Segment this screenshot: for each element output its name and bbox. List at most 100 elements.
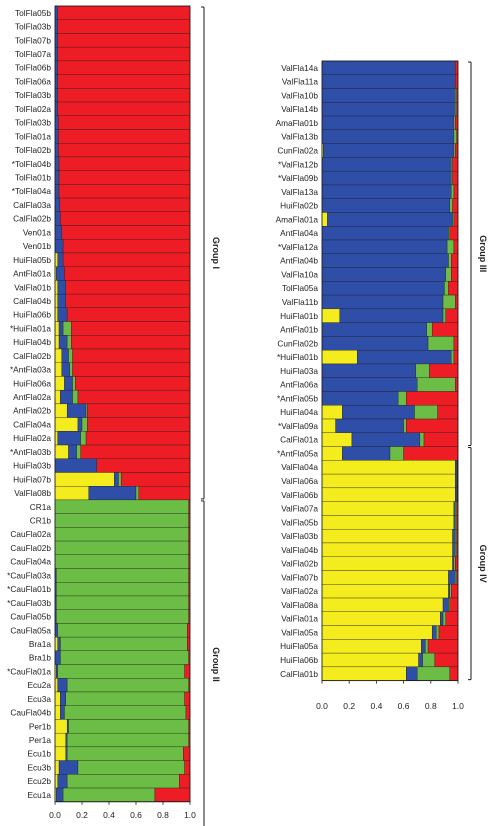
cluster3-segment bbox=[57, 774, 68, 789]
sample-bar-6 bbox=[54, 88, 191, 103]
sample-bar-30 bbox=[321, 473, 459, 489]
sample-bar-10 bbox=[54, 143, 191, 158]
sample-label: ValFla08a bbox=[281, 600, 318, 610]
cluster2-segment bbox=[54, 540, 189, 555]
sample-bar-15 bbox=[321, 267, 459, 282]
sample-bar-4 bbox=[321, 115, 459, 131]
cluster2-segment bbox=[449, 198, 453, 213]
cluster4-segment bbox=[54, 335, 60, 350]
sample-bar-41 bbox=[54, 568, 191, 583]
cluster2-segment bbox=[77, 760, 185, 775]
sample-label: HuiFla04a bbox=[280, 407, 318, 417]
cluster2-segment bbox=[451, 157, 453, 172]
sample-label: Bra1a bbox=[29, 639, 52, 649]
cluster2-segment bbox=[135, 486, 139, 501]
right-panel: ValFla14a ValFla11a ValFla10b ValFla14b AmaF… bbox=[276, 60, 488, 711]
sample-label: ValFla14a bbox=[281, 63, 318, 73]
cluster4-segment bbox=[54, 774, 58, 789]
cluster3-segment bbox=[321, 253, 449, 268]
cluster4-segment bbox=[54, 252, 58, 267]
cluster3-segment bbox=[60, 691, 66, 706]
cluster1-segment bbox=[58, 156, 191, 171]
cluster1-segment bbox=[183, 746, 191, 761]
sample-label: HuiFla05b bbox=[13, 255, 51, 265]
cluster3-segment bbox=[321, 74, 456, 89]
cluster1-segment bbox=[59, 197, 191, 212]
sample-bar-57 bbox=[54, 787, 191, 802]
cluster3-segment bbox=[351, 432, 421, 447]
cluster1-segment bbox=[57, 19, 191, 34]
cluster4-segment bbox=[54, 362, 62, 377]
cluster4-segment bbox=[321, 542, 453, 557]
sample-label: *ValFla12b bbox=[278, 159, 318, 169]
cluster3-segment bbox=[88, 486, 137, 501]
sample-label: TolFla05b bbox=[15, 8, 51, 18]
sample-label: TolFla05a bbox=[282, 283, 318, 293]
sample-bar-36 bbox=[321, 556, 459, 571]
cluster1-segment bbox=[453, 349, 459, 365]
cluster2-segment bbox=[64, 705, 187, 720]
x-tick-label: 0.4 bbox=[103, 810, 115, 820]
sample-bar-3 bbox=[321, 102, 459, 117]
sample-label: CalFla01a bbox=[280, 435, 318, 445]
sample-label: AntFla01a bbox=[13, 269, 51, 279]
sample-label: Ven01b bbox=[23, 241, 52, 251]
sample-bar-14 bbox=[54, 197, 191, 212]
sample-bar-43 bbox=[321, 652, 459, 668]
sample-label: Per1a bbox=[29, 735, 52, 745]
cluster1-segment bbox=[71, 321, 191, 336]
cluster1-segment bbox=[58, 184, 191, 199]
cluster3-segment bbox=[327, 212, 453, 227]
sample-label: CalFla01b bbox=[280, 669, 318, 679]
cluster2-segment bbox=[419, 432, 425, 447]
sample-label: ValFla01a bbox=[281, 614, 318, 624]
cluster3-segment bbox=[54, 623, 58, 638]
sample-label: *AntFla05a bbox=[277, 448, 318, 458]
cluster2-segment bbox=[60, 650, 189, 665]
cluster2-segment bbox=[65, 691, 185, 706]
cluster3-segment bbox=[60, 389, 73, 405]
sample-bar-13 bbox=[54, 184, 191, 199]
cluster4-segment bbox=[321, 446, 343, 461]
cluster2-segment bbox=[85, 403, 88, 418]
cluster1-segment bbox=[451, 253, 459, 268]
cluster2-segment bbox=[66, 746, 184, 761]
cluster3-segment bbox=[64, 376, 73, 391]
cluster3-segment bbox=[448, 584, 451, 599]
sample-bar-39 bbox=[54, 540, 191, 555]
cluster1-segment bbox=[72, 362, 191, 377]
cluster1-segment bbox=[438, 625, 459, 640]
sample-bar-21 bbox=[321, 349, 459, 365]
cluster4-segment bbox=[54, 376, 65, 391]
sample-label: Per1b bbox=[29, 721, 52, 731]
cluster1-segment bbox=[406, 391, 459, 406]
cluster2-segment bbox=[118, 472, 122, 487]
sample-label: ValFla05b bbox=[281, 517, 318, 527]
cluster1-segment bbox=[427, 639, 459, 654]
cluster1-segment bbox=[120, 472, 191, 487]
sample-label: AntFla06a bbox=[280, 380, 318, 390]
cluster3-segment bbox=[61, 348, 69, 363]
cluster3-segment bbox=[57, 280, 66, 295]
cluster1-segment bbox=[403, 446, 459, 461]
cluster1-segment bbox=[57, 74, 191, 89]
sample-bar-49 bbox=[54, 678, 191, 693]
cluster4-segment bbox=[54, 691, 61, 706]
cluster3-segment bbox=[54, 74, 58, 89]
cluster1-segment bbox=[455, 60, 459, 75]
sample-bar-35 bbox=[54, 486, 191, 501]
cluster3-segment bbox=[321, 198, 451, 213]
cluster2-segment bbox=[451, 349, 455, 365]
cluster3-segment bbox=[452, 556, 455, 571]
cluster1-segment bbox=[179, 774, 191, 789]
cluster1-segment bbox=[452, 157, 459, 172]
cluster1-segment bbox=[431, 322, 459, 337]
cluster2-segment bbox=[76, 444, 81, 459]
cluster2-segment bbox=[80, 431, 87, 446]
sample-label: *ValFla09b bbox=[278, 173, 318, 183]
x-tick-label: 0.2 bbox=[343, 701, 355, 711]
cluster3-segment bbox=[455, 460, 457, 475]
sample-label: Ven01a bbox=[23, 227, 52, 237]
sample-bar-10 bbox=[321, 198, 459, 213]
cluster1-segment bbox=[451, 267, 459, 282]
